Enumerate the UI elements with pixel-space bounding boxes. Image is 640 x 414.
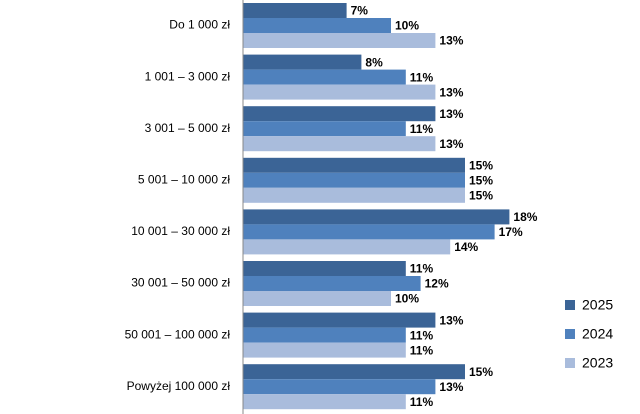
legend-swatch (565, 329, 575, 339)
value-label: 13% (439, 85, 463, 99)
bar (243, 69, 406, 85)
bar (243, 291, 391, 306)
category-label: Do 1 000 zł (169, 18, 230, 32)
bar (243, 209, 510, 225)
bar (243, 84, 436, 100)
value-label: 13% (439, 380, 463, 394)
legend-label: 2023 (582, 355, 613, 371)
bar (243, 33, 436, 48)
value-label: 13% (439, 107, 463, 121)
bar (243, 261, 406, 276)
value-label: 11% (410, 328, 434, 342)
bar (243, 157, 465, 173)
bar (243, 342, 406, 358)
bar (243, 18, 391, 33)
bar (243, 187, 465, 203)
value-label: 15% (469, 365, 493, 379)
category-label: 5 001 – 10 000 zł (138, 172, 230, 186)
value-label: 11% (410, 122, 434, 136)
value-label: 11% (410, 395, 434, 409)
value-label: 13% (439, 137, 463, 151)
value-label: 7% (351, 4, 369, 18)
bar (243, 121, 406, 137)
bar (243, 327, 406, 343)
value-label: 10% (395, 292, 419, 306)
bar (243, 54, 362, 70)
bar (243, 364, 465, 380)
bar (243, 239, 451, 255)
value-label: 11% (410, 343, 434, 357)
value-label: 18% (513, 210, 537, 224)
value-label: 15% (469, 173, 493, 187)
category-label: 3 001 – 5 000 zł (145, 121, 231, 135)
value-label: 14% (454, 240, 478, 254)
bar (243, 276, 421, 291)
value-label: 17% (499, 225, 523, 239)
bar (243, 394, 406, 410)
bar (243, 106, 436, 122)
legend-swatch (565, 300, 575, 310)
bar (243, 379, 436, 395)
bar (243, 3, 347, 18)
legend-label: 2024 (582, 326, 613, 342)
value-label: 13% (439, 313, 463, 327)
bar (243, 172, 465, 188)
bar (243, 224, 495, 240)
value-label: 13% (439, 34, 463, 48)
value-label: 15% (469, 188, 493, 202)
category-label: Powyżej 100 000 zł (127, 379, 231, 393)
value-label: 10% (395, 19, 419, 33)
legend-swatch (565, 358, 575, 368)
bar (243, 136, 436, 152)
value-label: 15% (469, 158, 493, 172)
value-label: 12% (425, 277, 449, 291)
value-label: 11% (410, 262, 434, 276)
category-label: 30 001 – 50 000 zł (131, 276, 230, 290)
legend-label: 2025 (582, 297, 613, 313)
value-label: 11% (410, 70, 434, 84)
bar (243, 312, 436, 328)
category-label: 1 001 – 3 000 zł (145, 69, 231, 83)
category-label: 10 001 – 30 000 zł (131, 224, 230, 238)
category-label: 50 001 – 100 000 zł (125, 327, 231, 341)
value-label: 8% (365, 55, 383, 69)
